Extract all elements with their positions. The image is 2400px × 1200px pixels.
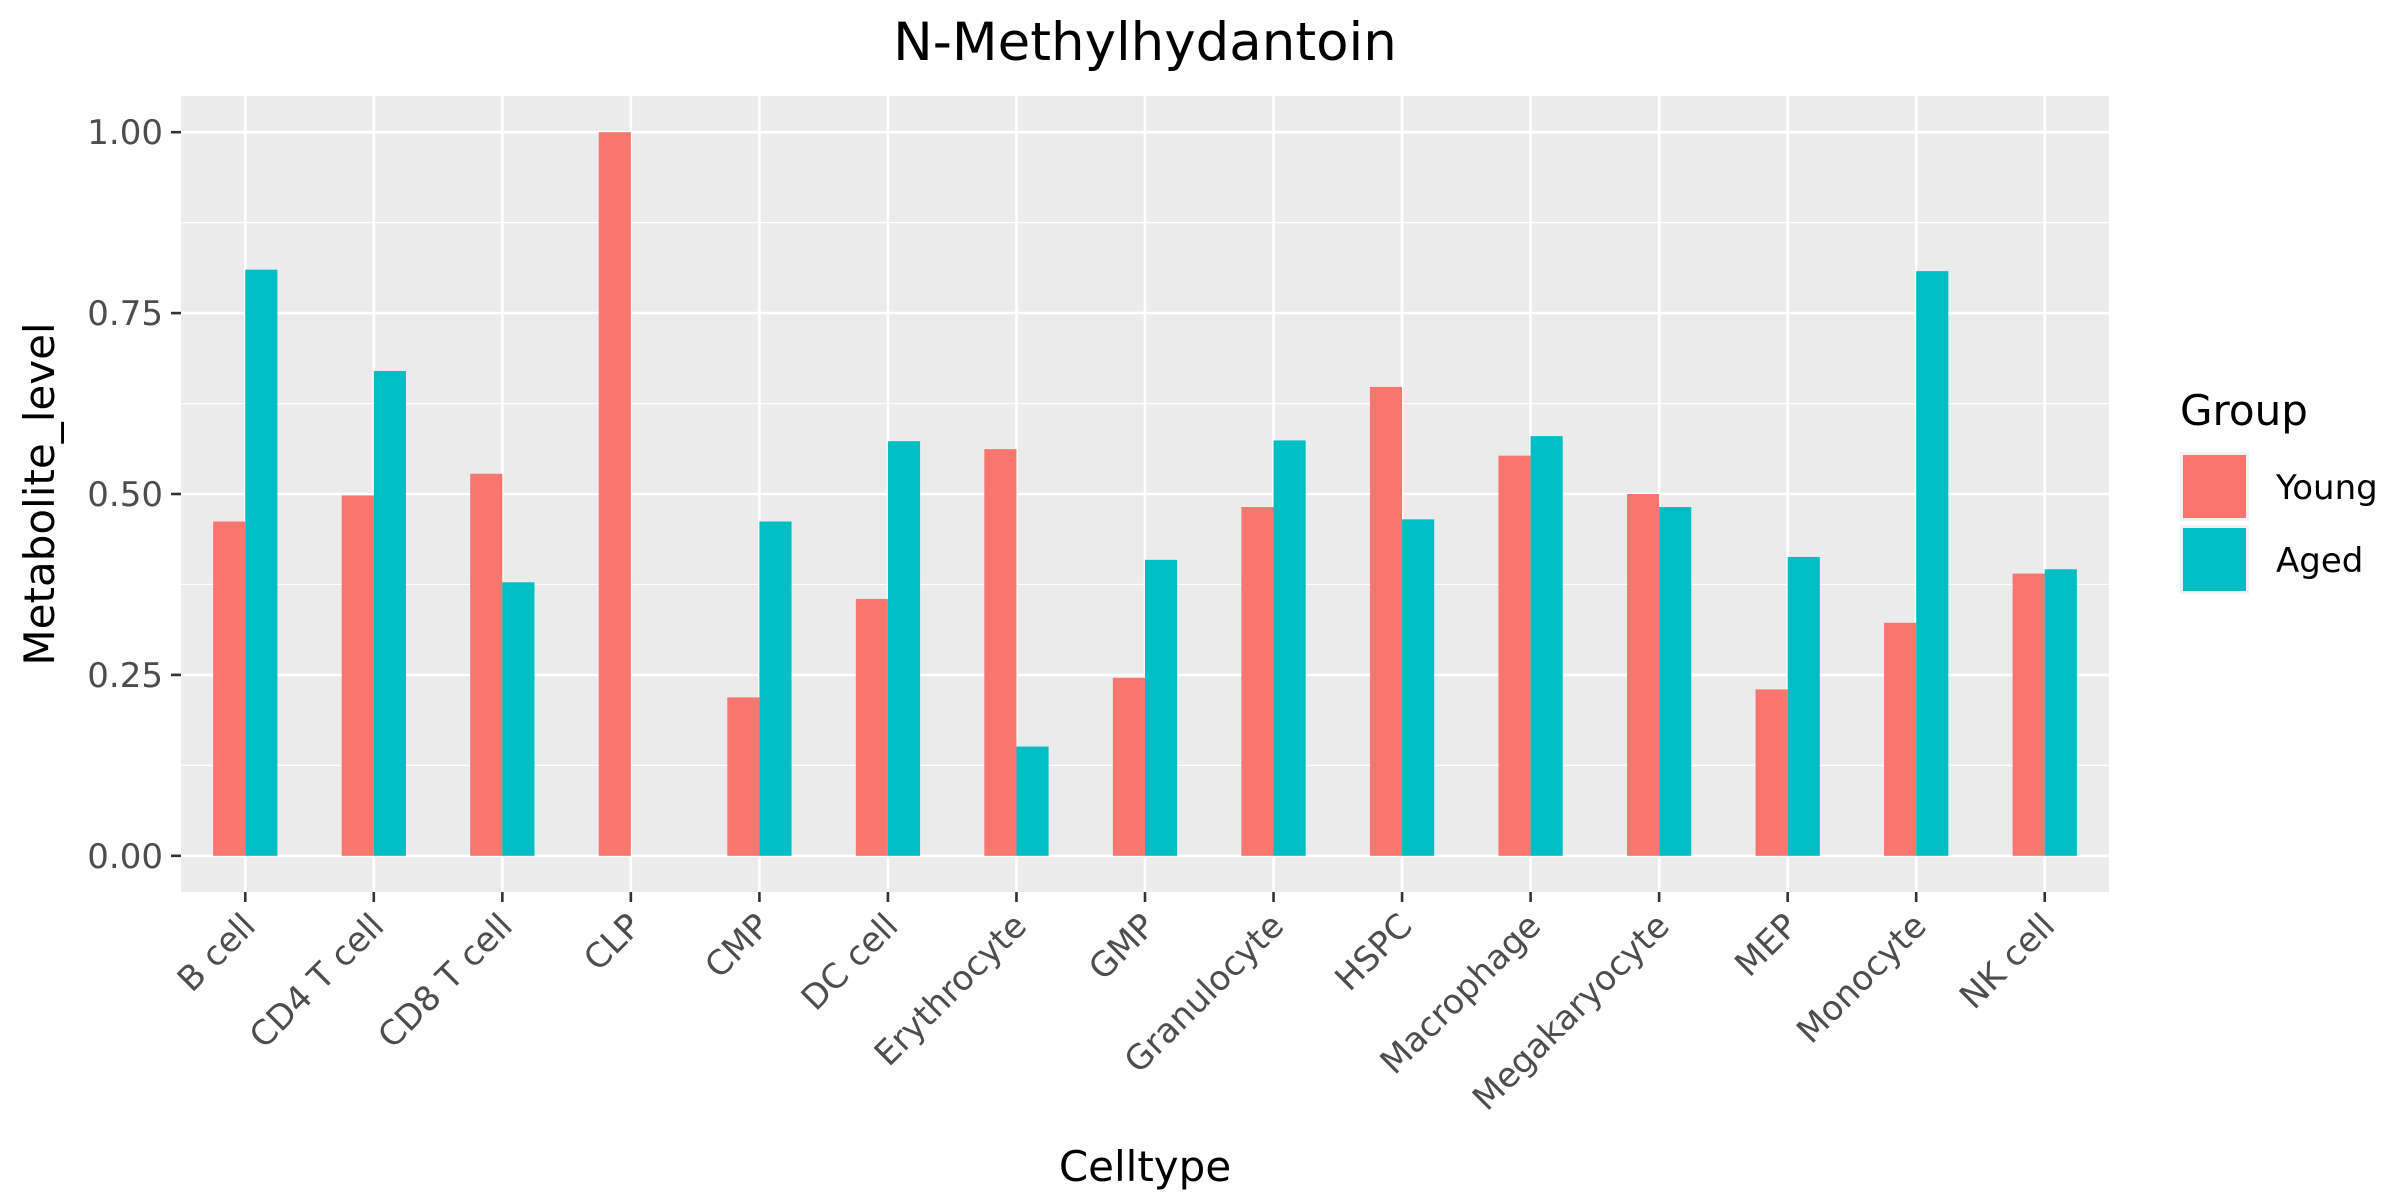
x-tick-label: Monocyte — [1789, 906, 1934, 1051]
legend-label: Aged — [2276, 541, 2363, 581]
legend-title: Group — [2180, 386, 2308, 435]
bar-young — [598, 132, 631, 856]
bar-young — [1112, 677, 1145, 856]
legend-key-young — [2183, 455, 2246, 518]
x-tick-label: GMP — [1081, 906, 1163, 988]
bar-young — [2012, 573, 2045, 856]
bar-aged — [1145, 559, 1178, 856]
y-axis: 0.00 0.25 0.50 0.75 1.00 — [87, 113, 181, 877]
x-tick-label: B cell — [170, 906, 264, 1000]
bar-aged — [2044, 569, 2077, 856]
bar-aged — [1273, 440, 1306, 856]
bar-young — [1241, 507, 1274, 856]
bar-aged — [1916, 271, 1949, 856]
y-tick-label: 0.75 — [87, 294, 163, 334]
bar-young — [1369, 386, 1403, 856]
bar-aged — [1402, 519, 1435, 856]
bar-aged — [1530, 436, 1563, 856]
bar-aged — [245, 269, 278, 856]
x-tick-label: DC cell — [794, 906, 907, 1019]
bar-young — [984, 449, 1017, 856]
bar-young — [341, 495, 374, 856]
bar-aged — [1659, 507, 1692, 856]
bar-aged — [759, 521, 792, 856]
legend-label: Young — [2275, 468, 2378, 508]
x-tick-label: CLP — [576, 906, 649, 979]
x-axis-title: Celltype — [1059, 1142, 1231, 1191]
x-tick-label: HSPC — [1328, 906, 1421, 999]
bar-young — [855, 598, 888, 856]
bar-young — [727, 697, 760, 856]
bar-aged — [502, 582, 535, 856]
chart-title: N-Methylhydantoin — [893, 12, 1397, 73]
bar-aged — [887, 441, 921, 856]
legend: Group Young Aged — [2180, 386, 2378, 594]
x-tick-label: CD4 T cell — [242, 906, 392, 1056]
bar-young — [213, 521, 246, 856]
bar-young — [1884, 622, 1917, 856]
y-axis-title: Metabolite_level — [15, 322, 64, 665]
y-tick-label: 0.50 — [87, 475, 163, 515]
bar-aged — [1787, 556, 1820, 856]
x-tick-label: CD8 T cell — [370, 906, 520, 1056]
y-tick-label: 1.00 — [87, 113, 163, 153]
bar-young — [470, 473, 503, 856]
x-tick-label: NK cell — [1952, 906, 2063, 1017]
legend-key-aged — [2183, 528, 2246, 591]
x-tick-label: MEP — [1727, 906, 1806, 985]
y-tick-label: 0.25 — [87, 656, 163, 696]
bar-aged — [373, 370, 406, 856]
bar-young — [1498, 455, 1531, 856]
x-tick-label: CMP — [697, 906, 777, 986]
bar-aged — [1016, 746, 1049, 856]
bar-young — [1627, 494, 1660, 856]
y-tick-label: 0.00 — [87, 837, 163, 877]
bars — [213, 132, 2077, 856]
bar-young — [1755, 689, 1788, 856]
